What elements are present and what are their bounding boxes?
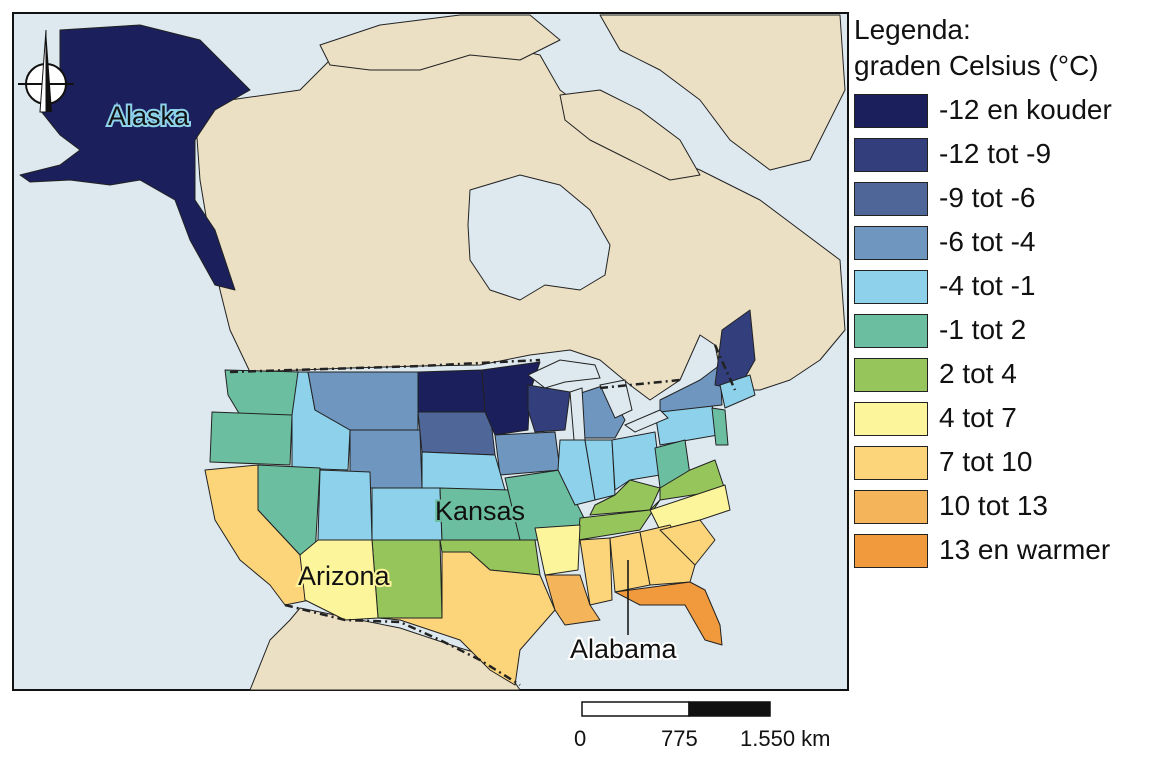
label-alabama: Alabama xyxy=(570,634,678,664)
state-wisconsin xyxy=(527,384,571,433)
legend-label: -12 tot -9 xyxy=(939,138,1052,169)
border-usa-mexico xyxy=(284,603,521,687)
legend-item: -12 en kouder xyxy=(854,90,1154,134)
state-colorado xyxy=(371,487,443,541)
legend-label: -6 tot -4 xyxy=(939,226,1036,257)
legend-swatch xyxy=(854,402,928,436)
legend-item: -6 tot -4 xyxy=(854,222,1154,266)
legend-swatch xyxy=(854,138,928,172)
legend-title-line2: graden Celsius (°C) xyxy=(854,50,1099,81)
state-georgia xyxy=(639,524,696,586)
label-arizona: Arizona xyxy=(298,561,391,591)
alaska-region xyxy=(19,24,251,291)
legend-item: 13 en warmer xyxy=(854,530,1154,574)
label-kansas: Kansas xyxy=(435,496,525,526)
legend-label: 13 en warmer xyxy=(939,534,1111,565)
legend-item: 4 tot 7 xyxy=(854,398,1154,442)
legend-items: -12 en kouder -12 tot -9 -9 tot -6 -6 tot -… xyxy=(854,90,1154,574)
legend-label: 4 tot 7 xyxy=(939,402,1017,433)
legend-item: 10 tot 13 xyxy=(854,486,1154,530)
arctic-islands xyxy=(319,14,561,71)
legend: Legenda: graden Celsius (°C) -12 en koud… xyxy=(854,12,1154,574)
legend-label: 7 tot 10 xyxy=(939,446,1033,477)
state-california xyxy=(204,464,311,606)
state-utah xyxy=(317,469,373,541)
lake-michigan xyxy=(569,387,586,441)
lake-superior xyxy=(527,359,601,389)
state-iowa xyxy=(494,431,561,476)
legend-label: 2 tot 4 xyxy=(939,358,1017,389)
legend-swatch xyxy=(854,358,928,392)
legend-item: -1 tot 2 xyxy=(854,310,1154,354)
state-oregon xyxy=(209,411,293,466)
north-arrow-icon xyxy=(18,29,74,113)
state-minnesota xyxy=(481,361,541,436)
border-canada-usa xyxy=(229,344,737,391)
state-ohio xyxy=(611,431,661,491)
state-mississippi xyxy=(579,537,613,606)
legend-label: -1 tot 2 xyxy=(939,314,1027,345)
state-south-carolina xyxy=(659,519,716,566)
state-new-england-north xyxy=(714,309,756,391)
state-nebraska xyxy=(421,451,506,491)
legend-swatch xyxy=(854,534,928,568)
state-washington xyxy=(224,369,301,416)
legend-swatch xyxy=(854,94,928,128)
state-texas xyxy=(377,551,556,686)
legend-label: -4 tot -1 xyxy=(939,270,1036,301)
scale-bar xyxy=(581,701,771,717)
state-north-dakota xyxy=(417,369,486,413)
legend-label: -12 en kouder xyxy=(939,94,1112,125)
greenland xyxy=(599,14,846,171)
legend-swatch xyxy=(854,314,928,348)
state-kentucky xyxy=(589,479,661,516)
baffin-island xyxy=(559,89,701,181)
state-arkansas xyxy=(534,524,581,576)
lake-huron xyxy=(599,379,633,419)
scale-label-mid: 775 xyxy=(661,726,698,751)
legend-title: Legenda: graden Celsius (°C) xyxy=(854,12,1154,84)
hudson-bay xyxy=(467,174,611,301)
legend-swatch xyxy=(854,226,928,260)
legend-item: -4 tot -1 xyxy=(854,266,1154,310)
legend-swatch xyxy=(854,446,928,480)
state-new-jersey xyxy=(711,407,729,446)
scale-label-max: 1.550 km xyxy=(740,726,831,751)
state-north-carolina xyxy=(649,484,731,531)
legend-item: -12 tot -9 xyxy=(854,134,1154,178)
scale-label-zero: 0 xyxy=(574,726,587,751)
legend-title-line1: Legenda: xyxy=(854,14,971,45)
legend-label: -9 tot -6 xyxy=(939,182,1036,213)
legend-swatch xyxy=(854,270,928,304)
legend-swatch xyxy=(854,182,928,216)
label-alaska: Alaska xyxy=(108,101,190,131)
legend-swatch xyxy=(854,490,928,524)
legend-label: 10 tot 13 xyxy=(939,490,1048,521)
legend-item: -9 tot -6 xyxy=(854,178,1154,222)
legend-item: 2 tot 4 xyxy=(854,354,1154,398)
lake-erie xyxy=(623,409,669,433)
state-florida xyxy=(614,581,723,646)
state-south-dakota xyxy=(417,411,496,456)
legend-item: 7 tot 10 xyxy=(854,442,1154,486)
state-louisiana xyxy=(544,574,601,626)
state-new-england-south xyxy=(719,374,756,409)
